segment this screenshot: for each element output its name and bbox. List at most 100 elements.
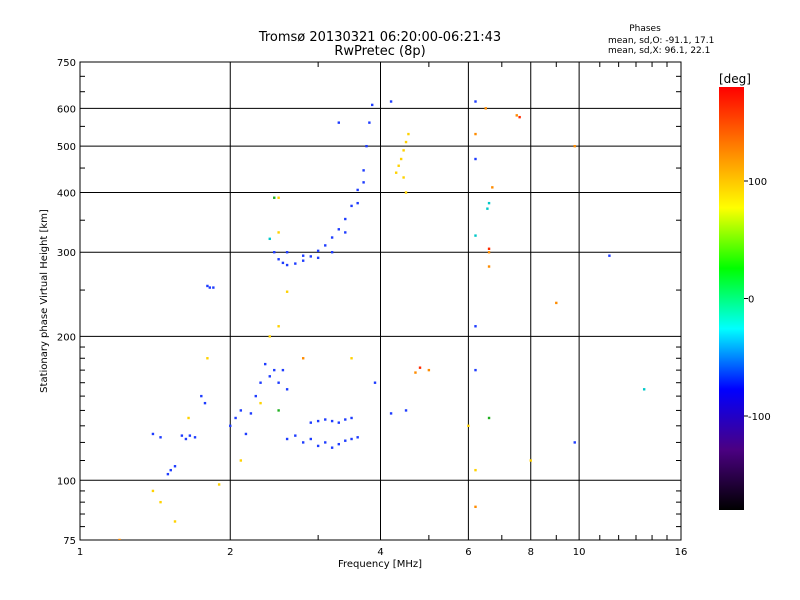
data-point bbox=[188, 434, 192, 437]
data-point bbox=[193, 436, 197, 439]
data-point bbox=[356, 188, 359, 192]
data-point bbox=[316, 444, 320, 448]
y-tick-label: 750 bbox=[57, 58, 76, 69]
stats-title: Phases bbox=[629, 24, 661, 34]
data-point bbox=[474, 325, 477, 328]
data-point bbox=[474, 157, 477, 161]
y-tick-label: 600 bbox=[57, 104, 76, 115]
chart-title: Tromsø 20130321 06:20:00-06:21:43 bbox=[258, 30, 501, 45]
data-point bbox=[474, 505, 477, 509]
data-point bbox=[337, 442, 341, 446]
y-tick-label: 500 bbox=[57, 142, 76, 153]
data-point bbox=[316, 419, 320, 423]
y-axis: 75 100 200 300 400 500 600 750 bbox=[57, 58, 681, 547]
data-point bbox=[277, 258, 280, 261]
data-point bbox=[487, 265, 491, 268]
data-point bbox=[273, 251, 276, 254]
data-point bbox=[309, 437, 312, 441]
data-point bbox=[389, 412, 393, 415]
data-point bbox=[529, 459, 532, 462]
data-point bbox=[268, 237, 271, 241]
data-point bbox=[118, 538, 121, 540]
data-point bbox=[350, 204, 353, 208]
data-point bbox=[368, 121, 371, 124]
data-point bbox=[212, 286, 215, 289]
data-point bbox=[404, 409, 408, 412]
data-point bbox=[234, 416, 237, 420]
data-point bbox=[344, 231, 347, 234]
data-point bbox=[350, 357, 353, 360]
data-point bbox=[486, 207, 489, 210]
data-point bbox=[518, 115, 521, 119]
y-tick-label: 75 bbox=[63, 536, 76, 547]
data-point bbox=[402, 149, 405, 152]
colorbar-title: [deg] bbox=[719, 72, 751, 86]
data-point bbox=[402, 176, 405, 179]
data-point bbox=[208, 286, 212, 289]
data-point bbox=[350, 416, 353, 420]
data-point bbox=[474, 132, 477, 136]
data-point bbox=[217, 483, 221, 486]
data-point bbox=[474, 234, 477, 237]
data-point bbox=[427, 368, 431, 372]
data-point bbox=[259, 381, 262, 384]
data-point bbox=[362, 169, 365, 172]
data-point bbox=[151, 489, 155, 493]
data-point bbox=[573, 144, 576, 148]
data-point bbox=[414, 371, 417, 374]
data-point bbox=[344, 418, 347, 421]
data-point bbox=[268, 375, 271, 378]
data-point bbox=[397, 164, 400, 167]
colorbar-tick-label: 0 bbox=[748, 295, 754, 306]
data-point bbox=[180, 434, 184, 437]
data-point bbox=[324, 418, 327, 421]
colorbar-tick-label: -100 bbox=[748, 412, 771, 423]
data-point bbox=[239, 459, 243, 462]
data-point bbox=[371, 103, 374, 107]
data-point bbox=[337, 421, 341, 424]
data-point bbox=[285, 437, 289, 441]
data-point bbox=[573, 441, 576, 444]
data-point bbox=[337, 121, 341, 124]
data-point bbox=[467, 424, 470, 428]
data-point bbox=[169, 468, 172, 472]
data-point bbox=[487, 416, 491, 420]
data-point bbox=[330, 419, 334, 423]
data-point bbox=[294, 262, 297, 265]
data-point bbox=[151, 432, 155, 436]
data-point bbox=[281, 368, 285, 372]
data-point bbox=[277, 381, 280, 384]
data-point bbox=[277, 409, 280, 412]
data-point bbox=[239, 409, 243, 412]
data-point bbox=[285, 251, 289, 254]
data-point bbox=[330, 446, 334, 449]
grid-lines bbox=[80, 62, 681, 540]
data-point bbox=[166, 472, 170, 476]
data-point bbox=[273, 368, 276, 372]
x-tick-label: 1 bbox=[77, 547, 83, 558]
data-point bbox=[418, 366, 422, 369]
data-point bbox=[277, 196, 280, 199]
data-point bbox=[491, 186, 494, 189]
data-point bbox=[277, 231, 280, 234]
stats-line-o: mean, sd,O: -91.1, 17.1 bbox=[608, 36, 714, 46]
y-axis-label: Stationary phase Virtual Height [km] bbox=[39, 209, 50, 393]
y-tick-label: 200 bbox=[57, 332, 76, 343]
data-point bbox=[362, 181, 365, 184]
data-point bbox=[316, 249, 320, 253]
x-tick-label: 6 bbox=[465, 547, 471, 558]
data-point bbox=[173, 465, 177, 468]
data-point bbox=[309, 421, 312, 424]
data-point bbox=[344, 439, 347, 442]
data-point bbox=[407, 132, 410, 136]
data-point bbox=[281, 261, 285, 265]
data-point bbox=[330, 251, 334, 254]
data-point bbox=[285, 263, 289, 267]
data-point bbox=[200, 394, 203, 398]
stats-line-x: mean, sd,X: 96.1, 22.1 bbox=[608, 46, 710, 56]
x-axis-label: Frequency [MHz] bbox=[338, 559, 422, 570]
data-point bbox=[474, 468, 477, 472]
data-point bbox=[259, 401, 262, 405]
data-point bbox=[337, 228, 341, 231]
